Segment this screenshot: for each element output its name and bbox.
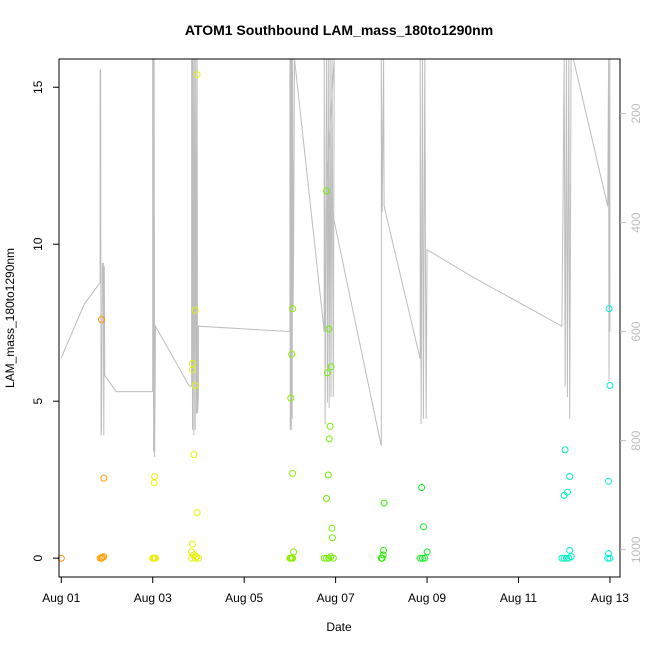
y2-tick-label: 200 [629,103,643,123]
data-point [380,546,388,554]
data-point [194,554,202,562]
data-point [566,473,574,480]
data-point [323,187,330,195]
data-point [152,554,159,562]
data-point [419,554,426,562]
x-axis-label: Date [326,620,352,634]
data-point [324,471,332,479]
data-point [193,509,201,517]
data-point [100,474,108,482]
data-point [326,422,334,430]
y-tick-label: 5 [31,398,45,405]
data-point [563,554,570,562]
data-point [605,305,613,313]
data-point [150,479,158,487]
data-point [100,553,108,561]
data-point [561,446,569,454]
points-layer [57,71,614,562]
data-point [98,316,105,324]
data-point [190,451,198,459]
data-point [558,554,566,562]
data-point [325,435,333,443]
x-tick-label: Aug 11 [500,591,537,605]
data-point [605,477,613,485]
x-tick-label: Aug 09 [408,591,446,605]
data-point [421,554,429,562]
data-point [325,554,333,562]
data-point [191,382,199,389]
x-tick-label: Aug 05 [225,591,263,605]
x-tick-label: Aug 13 [591,591,629,605]
data-point [323,495,330,502]
x-tick-label: Aug 01 [42,591,80,605]
data-point [189,366,196,374]
data-point [289,305,297,313]
x-tick-label: Aug 03 [134,591,172,605]
y-axis-label: LAM_mass_180to1290nm [3,248,17,388]
line-series-layer [60,59,611,458]
data-point [416,554,424,562]
line-series [60,59,611,458]
data-point [604,554,612,562]
data-point [563,488,571,496]
data-point [418,484,426,491]
data-point [327,363,335,371]
data-point [151,473,159,480]
data-point [419,523,427,531]
y2-tick-label: 600 [629,321,643,341]
data-point [98,554,106,561]
data-point [290,548,298,556]
data-point [606,554,614,562]
data-point [323,554,330,562]
y-tick-label: 0 [31,555,45,562]
x-tick-label: Aug 07 [317,591,355,605]
y-tick-label: 10 [31,237,45,251]
data-point [320,554,328,562]
y-tick-label: 15 [31,80,45,94]
data-point [289,469,297,477]
data-point [193,553,201,561]
data-point [605,550,613,557]
data-point [560,554,568,562]
y-axis: 0 5 10 15 [31,80,59,562]
y2-tick-label: 1000 [629,536,643,563]
data-point [566,546,574,554]
data-point [328,534,336,542]
data-point [328,524,336,532]
data-point [189,540,196,548]
data-point [191,306,199,314]
y2-tick-label: 800 [629,430,643,450]
data-point [378,554,386,562]
data-point [323,369,331,377]
data-point [380,499,388,507]
x-axis: Aug 01 Aug 03 Aug 05 Aug 07 Aug 09 Aug 11 Aug … [42,577,629,605]
data-point [567,553,575,561]
data-point [329,554,337,562]
chart-title: ATOM1 Southbound LAM_mass_180to1290nm [185,22,493,38]
y2-axis: 200 400 600 800 1000 [620,103,643,563]
data-point [191,554,199,562]
data-point [325,325,333,333]
data-point [379,551,387,559]
data-point [193,71,201,79]
data-point [423,548,431,556]
data-point [606,382,614,389]
data-point [287,394,295,402]
y2-tick-label: 400 [629,212,643,232]
plot-frame [58,58,621,578]
data-point [288,350,296,358]
